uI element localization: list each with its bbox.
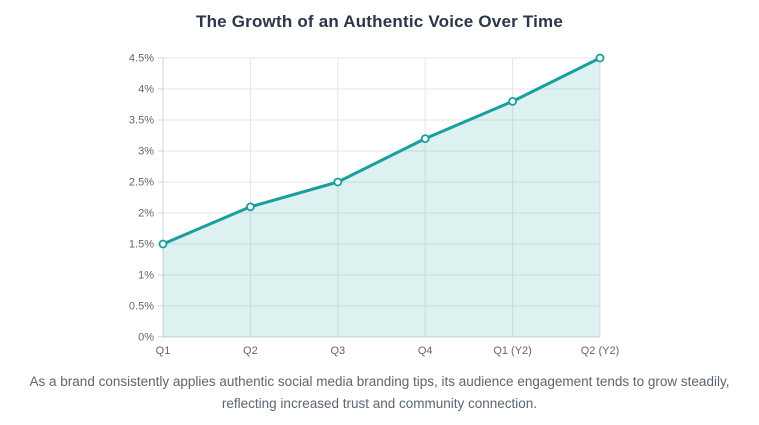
y-tick-label: 0.5% <box>129 301 154 313</box>
y-tick-label: 2.5% <box>129 177 154 189</box>
x-tick-label: Q2 (Y2) <box>581 345 620 357</box>
data-point-marker <box>245 202 255 212</box>
y-tick-label: 2% <box>138 208 154 220</box>
y-tick-label: 0% <box>138 332 154 344</box>
data-point-marker <box>508 97 517 106</box>
x-tick-label: Q4 <box>418 345 433 357</box>
data-line <box>161 56 602 246</box>
y-tick-label: 4% <box>138 84 154 96</box>
x-tick-label: Q1 (Y2) <box>493 345 532 357</box>
y-tick-label: 3.5% <box>129 115 154 127</box>
data-point-marker <box>420 134 430 143</box>
data-point-marker <box>158 239 168 249</box>
y-tick-label: 4.5% <box>129 53 154 65</box>
x-tick-label: Q2 <box>243 345 258 357</box>
x-tick-label: Q3 <box>330 345 345 357</box>
y-tick-label: 1% <box>138 270 154 282</box>
area-fill <box>163 58 600 337</box>
y-tick-label: 1.5% <box>129 239 154 251</box>
chart-caption: As a brand consistently applies authenti… <box>29 374 730 411</box>
growth-area-chart: 0% 0.5% 1% 1.5% 2% 2.5% 3% 3.5% 4% 4.5% Q1 Q2 Q3 Q4 Q1… <box>129 53 620 358</box>
y-tick-label: 3% <box>138 146 154 158</box>
data-point-marker <box>595 53 605 63</box>
data-point-marker <box>333 177 343 187</box>
x-tick-label: Q1 <box>156 345 171 357</box>
chart-title: The Growth of an Authentic Voice Over Ti… <box>195 12 564 31</box>
